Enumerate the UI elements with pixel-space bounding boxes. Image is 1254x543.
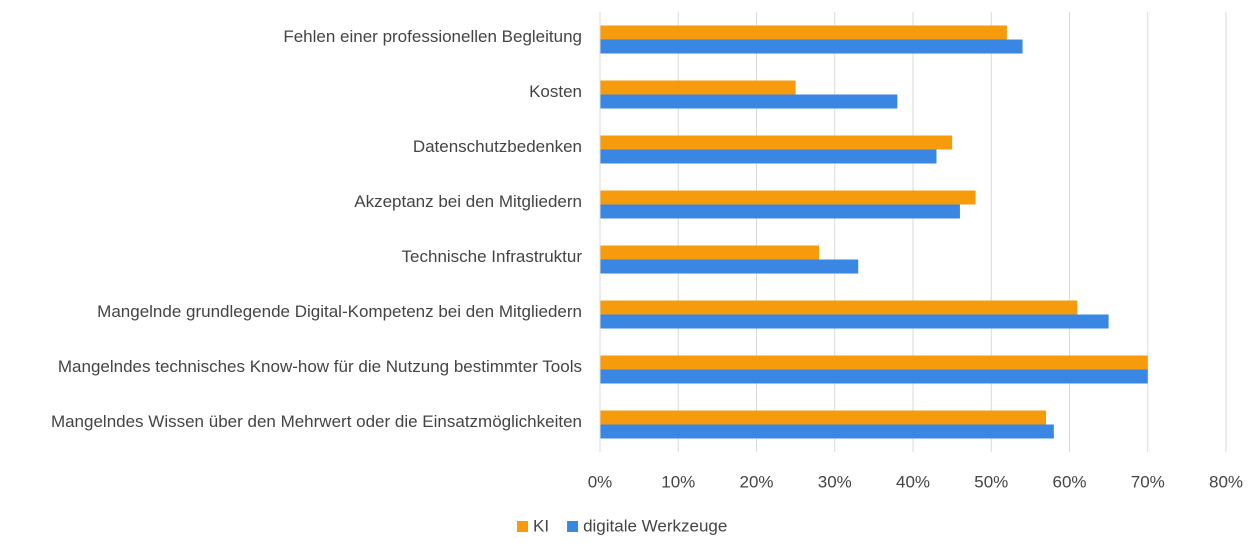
bar (600, 204, 960, 219)
bar (600, 80, 796, 95)
bar (600, 369, 1148, 384)
legend-label: digitale Werkzeuge (583, 516, 727, 535)
bar (600, 245, 820, 260)
bar (600, 355, 1148, 370)
x-tick-label: 60% (1052, 472, 1086, 491)
legend-label: KI (533, 516, 549, 535)
y-tick-label: Datenschutzbedenken (412, 136, 582, 156)
bar (600, 135, 953, 150)
y-tick-label: Kosten (529, 81, 582, 101)
bar (600, 149, 937, 164)
x-tick-label: 50% (974, 472, 1008, 491)
y-tick-label: Mangelnde grundlegende Digital-Kompetenz… (97, 301, 582, 321)
x-tick-label: 30% (818, 472, 852, 491)
legend-swatch (567, 521, 579, 532)
bar (600, 25, 1007, 40)
y-tick-label: Mangelndes technisches Know-how für die … (57, 356, 582, 376)
y-tick-label: Fehlen einer professionellen Begleitung (283, 26, 582, 46)
bar (600, 410, 1047, 425)
bar (600, 424, 1054, 439)
x-tick-label: 70% (1131, 472, 1165, 491)
bar (600, 190, 976, 205)
bar (600, 39, 1023, 54)
y-tick-label: Mangelndes Wissen über den Mehrwert oder… (50, 411, 582, 431)
x-tick-label: 0% (588, 472, 613, 491)
bar (600, 300, 1078, 315)
y-tick-label: Akzeptanz bei den Mitgliedern (354, 191, 582, 211)
bar (600, 259, 859, 274)
bar (600, 314, 1109, 329)
bar (600, 94, 898, 109)
x-tick-label: 40% (896, 472, 930, 491)
y-tick-label: Technische Infrastruktur (401, 246, 582, 266)
x-tick-label: 20% (739, 472, 773, 491)
x-tick-label: 10% (661, 472, 695, 491)
legend-swatch (517, 521, 528, 532)
x-tick-label: 80% (1209, 472, 1243, 491)
